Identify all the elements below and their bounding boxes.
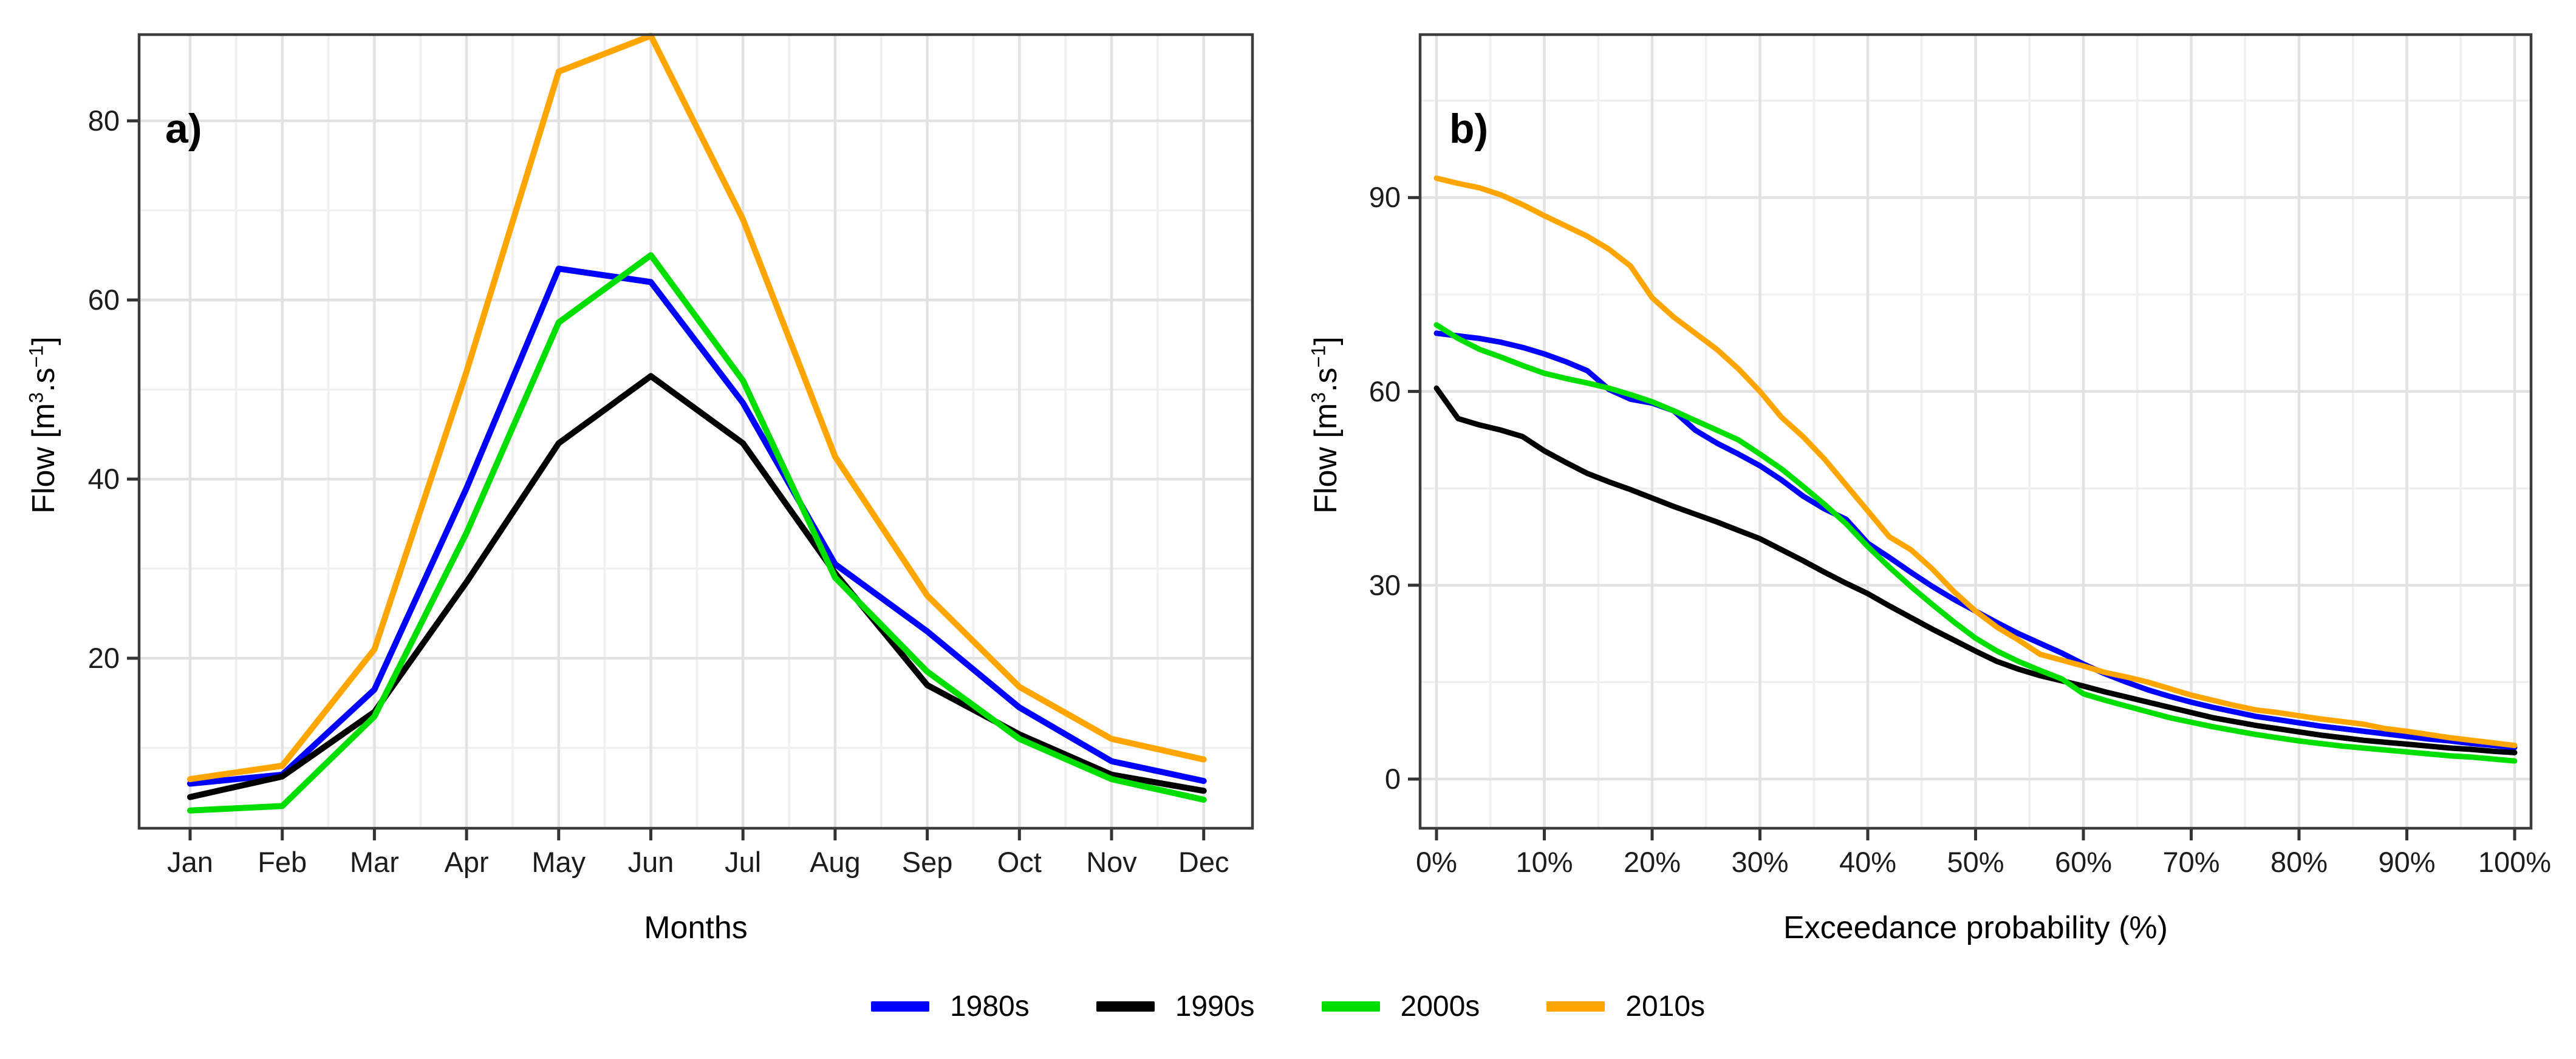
- x-tick-label-a: Feb: [258, 846, 307, 878]
- x-tick-label-b: 100%: [2478, 846, 2552, 878]
- x-tick-label-a: May: [531, 846, 586, 878]
- legend-item-2000s: 2000s: [1321, 990, 1480, 1023]
- x-tick-label-a: Apr: [444, 846, 489, 878]
- x-tick-label-b: 50%: [1947, 846, 2004, 878]
- x-tick-label-b: 40%: [1839, 846, 1897, 878]
- x-tick-label-b: 80%: [2270, 846, 2328, 878]
- legend-swatch-2000s: [1321, 1001, 1380, 1012]
- legend-label-2000s: 2000s: [1400, 990, 1480, 1023]
- y-tick-label-b: 60: [1368, 375, 1401, 407]
- x-tick-label-b: 70%: [2162, 846, 2220, 878]
- legend-label-1980s: 1980s: [949, 990, 1030, 1023]
- y-tick-label-b: 0: [1384, 763, 1401, 795]
- x-tick-label-a: Mar: [349, 846, 399, 878]
- x-tick-label-b: 0%: [1416, 846, 1457, 878]
- series-1990s: [1433, 385, 2518, 755]
- x-tick-label-a: Jul: [725, 846, 762, 878]
- series-1980s: [187, 265, 1207, 787]
- y-axis-title-part: −1: [1307, 345, 1330, 368]
- x-tick-label-a: Jan: [167, 846, 213, 878]
- panel-b-y-axis-title: Flow [m3.s−1]: [1308, 243, 1344, 607]
- x-tick-label-a: Nov: [1086, 846, 1137, 878]
- series-1990s: [187, 373, 1207, 800]
- panel-a-letter: a): [165, 106, 202, 152]
- x-tick-label-b: 20%: [1623, 846, 1681, 878]
- series-2000s: [1433, 322, 2518, 764]
- series-2010s: [187, 32, 1207, 783]
- chart-b-canvas: [1408, 33, 2533, 840]
- x-tick-label-a: Aug: [810, 846, 861, 878]
- y-tick-label-a: 80: [87, 104, 120, 137]
- panel-a-plot: [127, 32, 1254, 840]
- x-tick-label-b: 10%: [1515, 846, 1573, 878]
- legend-item-1990s: 1990s: [1096, 990, 1255, 1023]
- x-tick-label-a: Oct: [997, 846, 1042, 878]
- panel-b-x-axis-title: Exceedance probability (%): [1783, 910, 2168, 945]
- legend-item-2010s: 2010s: [1546, 990, 1705, 1023]
- panel-border: [1418, 33, 2533, 830]
- x-tick-label-b: 60%: [2054, 846, 2113, 878]
- y-axis-title-part: ]: [1308, 336, 1344, 346]
- legend-item-1980s: 1980s: [870, 990, 1030, 1023]
- y-tick-label-a: 60: [87, 284, 120, 316]
- legend-swatch-2010s: [1546, 1001, 1605, 1012]
- legend-swatch-1990s: [1096, 1001, 1155, 1012]
- legend-swatch-1980s: [870, 1001, 929, 1012]
- x-tick-label-b: 30%: [1731, 846, 1789, 878]
- legend-label-1990s: 1990s: [1175, 990, 1255, 1023]
- panel-border: [137, 33, 1254, 830]
- x-tick-label-b: 90%: [2378, 846, 2436, 878]
- panel-a-x-axis-title: Months: [644, 910, 748, 945]
- y-tick-label-a: 20: [87, 642, 120, 674]
- y-tick-label-b: 30: [1368, 568, 1401, 601]
- x-tick-label-a: Sep: [901, 846, 953, 878]
- y-tick-label-a: 40: [87, 463, 120, 495]
- panel-b-plot: [1408, 33, 2533, 840]
- series-2010s: [1433, 175, 2518, 749]
- panel-b-letter: b): [1449, 106, 1489, 152]
- x-tick-label-a: Dec: [1178, 846, 1229, 878]
- legend: 1980s 1990s 2000s 2010s: [0, 981, 2576, 1031]
- chart-a-canvas: [127, 32, 1254, 840]
- x-tick-label-a: Jun: [627, 846, 674, 878]
- legend-label-2010s: 2010s: [1625, 990, 1706, 1023]
- y-tick-label-b: 90: [1368, 181, 1401, 214]
- y-axis-title-part: Flow [m: [1308, 403, 1344, 514]
- series-2000s: [187, 252, 1207, 814]
